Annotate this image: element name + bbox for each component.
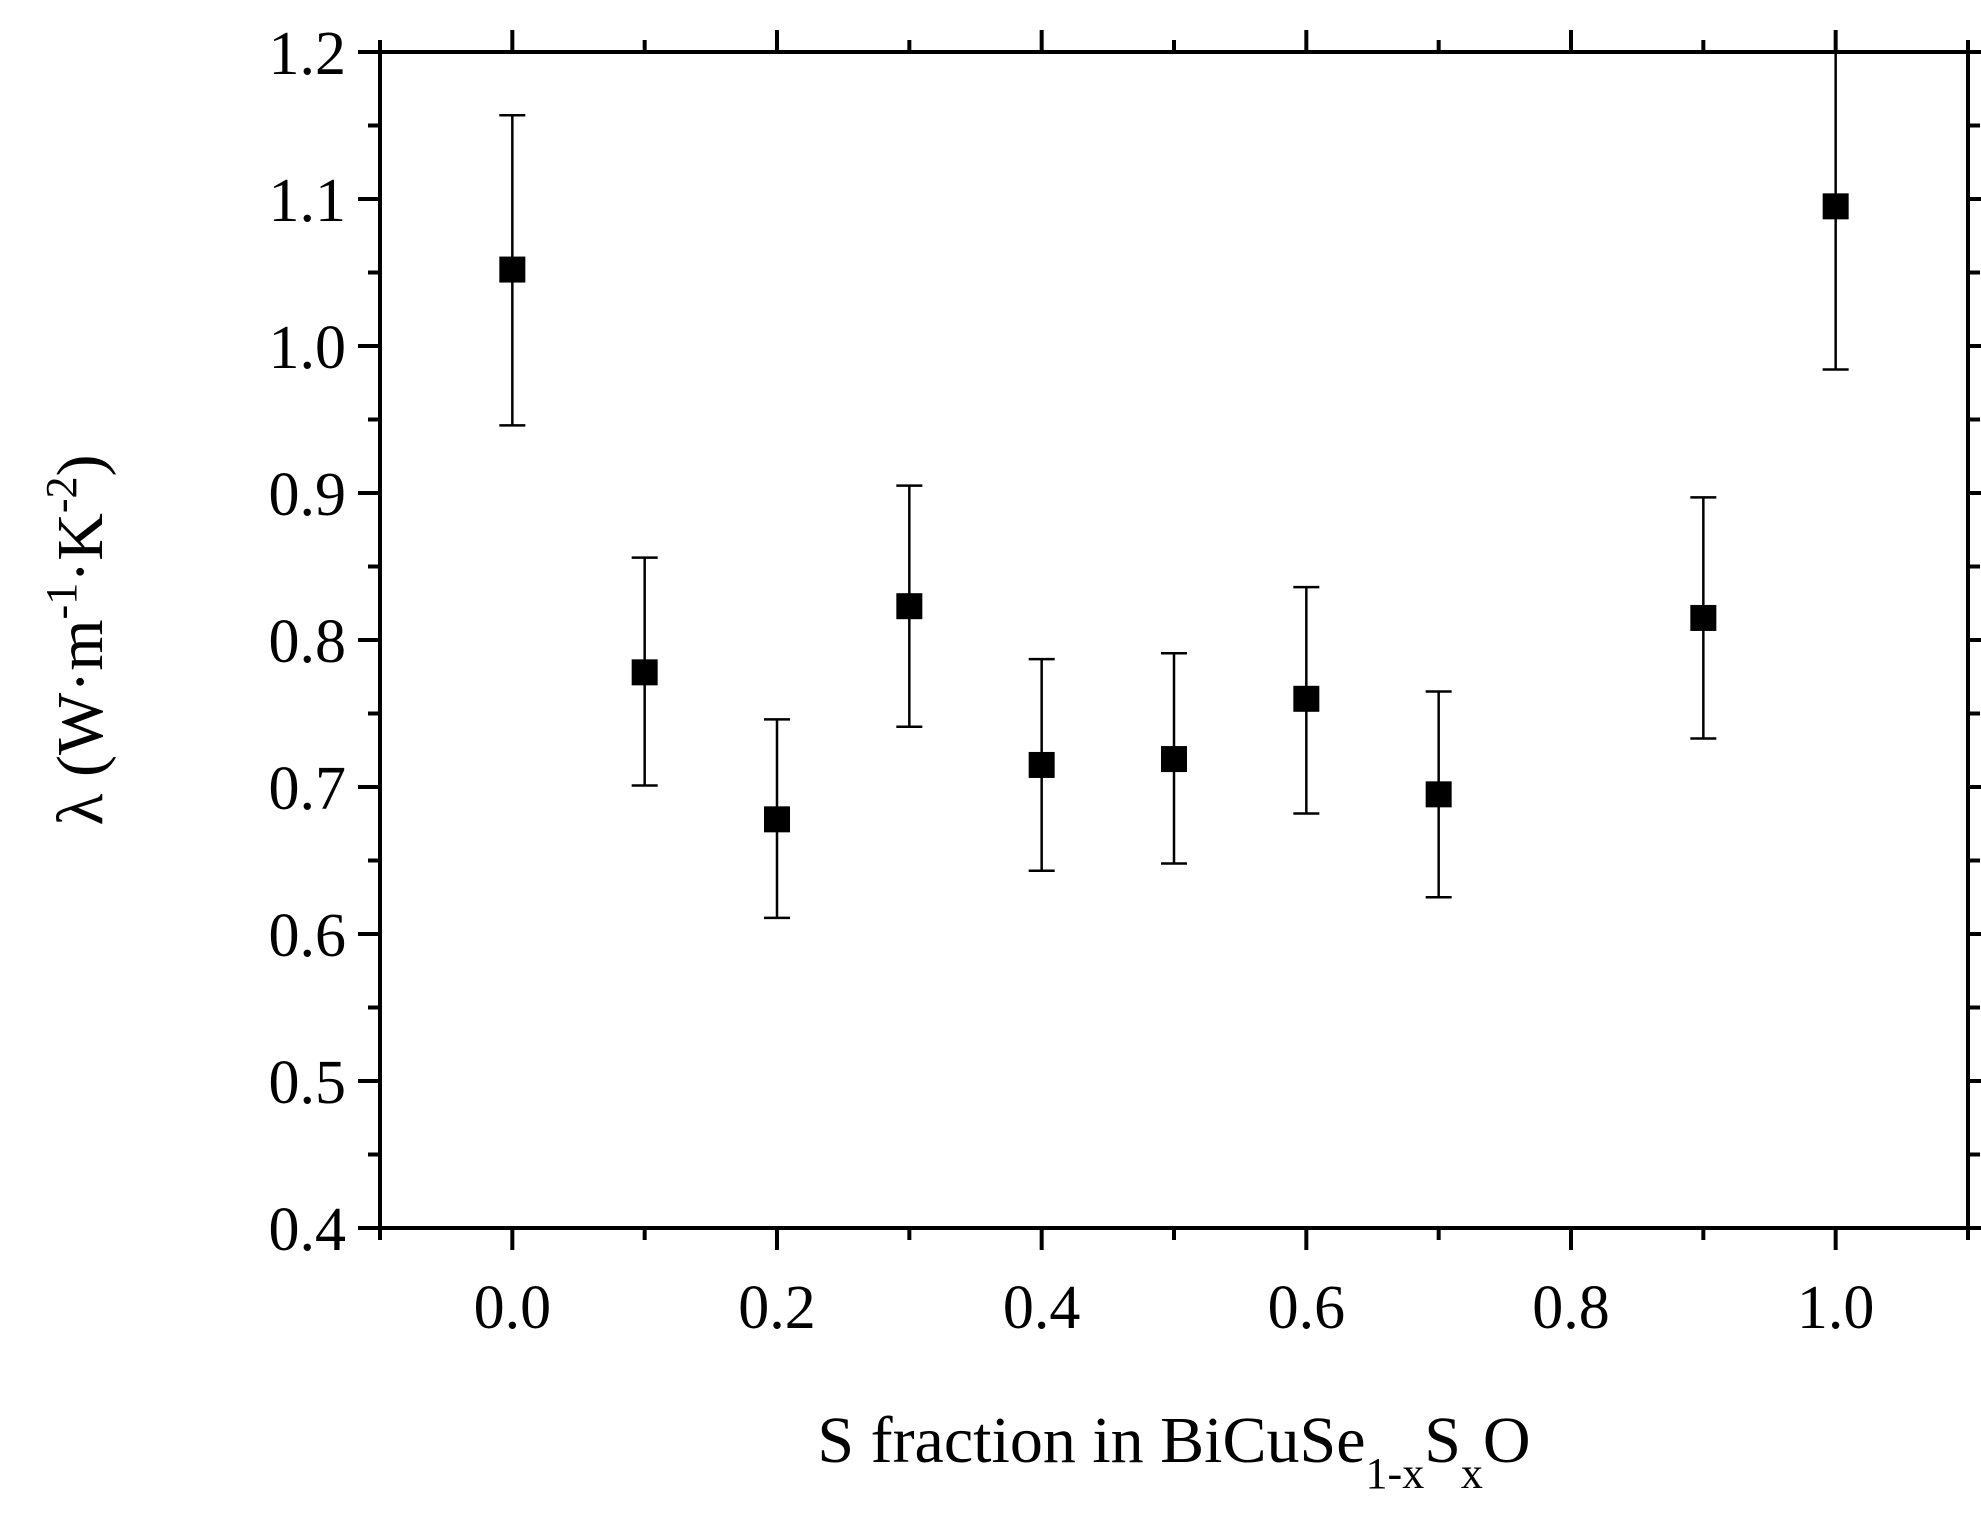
data-point xyxy=(1425,781,1452,808)
y-tick-label: 1.0 xyxy=(269,314,347,382)
x-tick-label: 1.0 xyxy=(1797,1274,1875,1342)
y-tick-label: 1.1 xyxy=(269,167,347,235)
x-tick-label: 0.6 xyxy=(1268,1274,1346,1342)
y-tick-label: 0.7 xyxy=(269,755,347,823)
data-points xyxy=(499,52,1849,920)
y-tick-label: 0.6 xyxy=(269,902,347,970)
data-point xyxy=(764,806,790,833)
x-tick-label: 0.8 xyxy=(1532,1274,1610,1342)
y-tick-label: 1.2 xyxy=(269,20,347,88)
data-point xyxy=(896,593,923,620)
x-tick-label: 0.4 xyxy=(1003,1274,1081,1342)
y-tick-label: 0.5 xyxy=(269,1049,347,1117)
data-point xyxy=(631,659,658,686)
data-point xyxy=(499,256,526,283)
x-axis-title: S fraction in BiCuSe1-xSxO xyxy=(817,1404,1530,1498)
y-tick-label: 0.4 xyxy=(269,1196,347,1264)
data-point xyxy=(1690,604,1717,631)
data-point xyxy=(1028,751,1055,778)
plot-frame xyxy=(378,50,1970,1230)
y-axis-ticks: 0.4 0.5 0.6 0.7 0.8 0.9 1.0 1.1 1.2 xyxy=(269,20,1981,1264)
x-axis-ticks: 0.0 0.2 0.4 0.6 0.8 1.0 xyxy=(378,30,1970,1342)
data-point xyxy=(1293,685,1320,712)
data-point xyxy=(1161,746,1187,773)
x-tick-label: 0.2 xyxy=(738,1274,816,1342)
y-tick-label: 0.9 xyxy=(269,461,347,529)
y-tick-label: 0.8 xyxy=(269,608,347,676)
y-axis-title: λ (W·m-1·K-2) xyxy=(37,454,117,825)
data-point xyxy=(1822,193,1849,220)
x-tick-label: 0.0 xyxy=(474,1274,552,1342)
